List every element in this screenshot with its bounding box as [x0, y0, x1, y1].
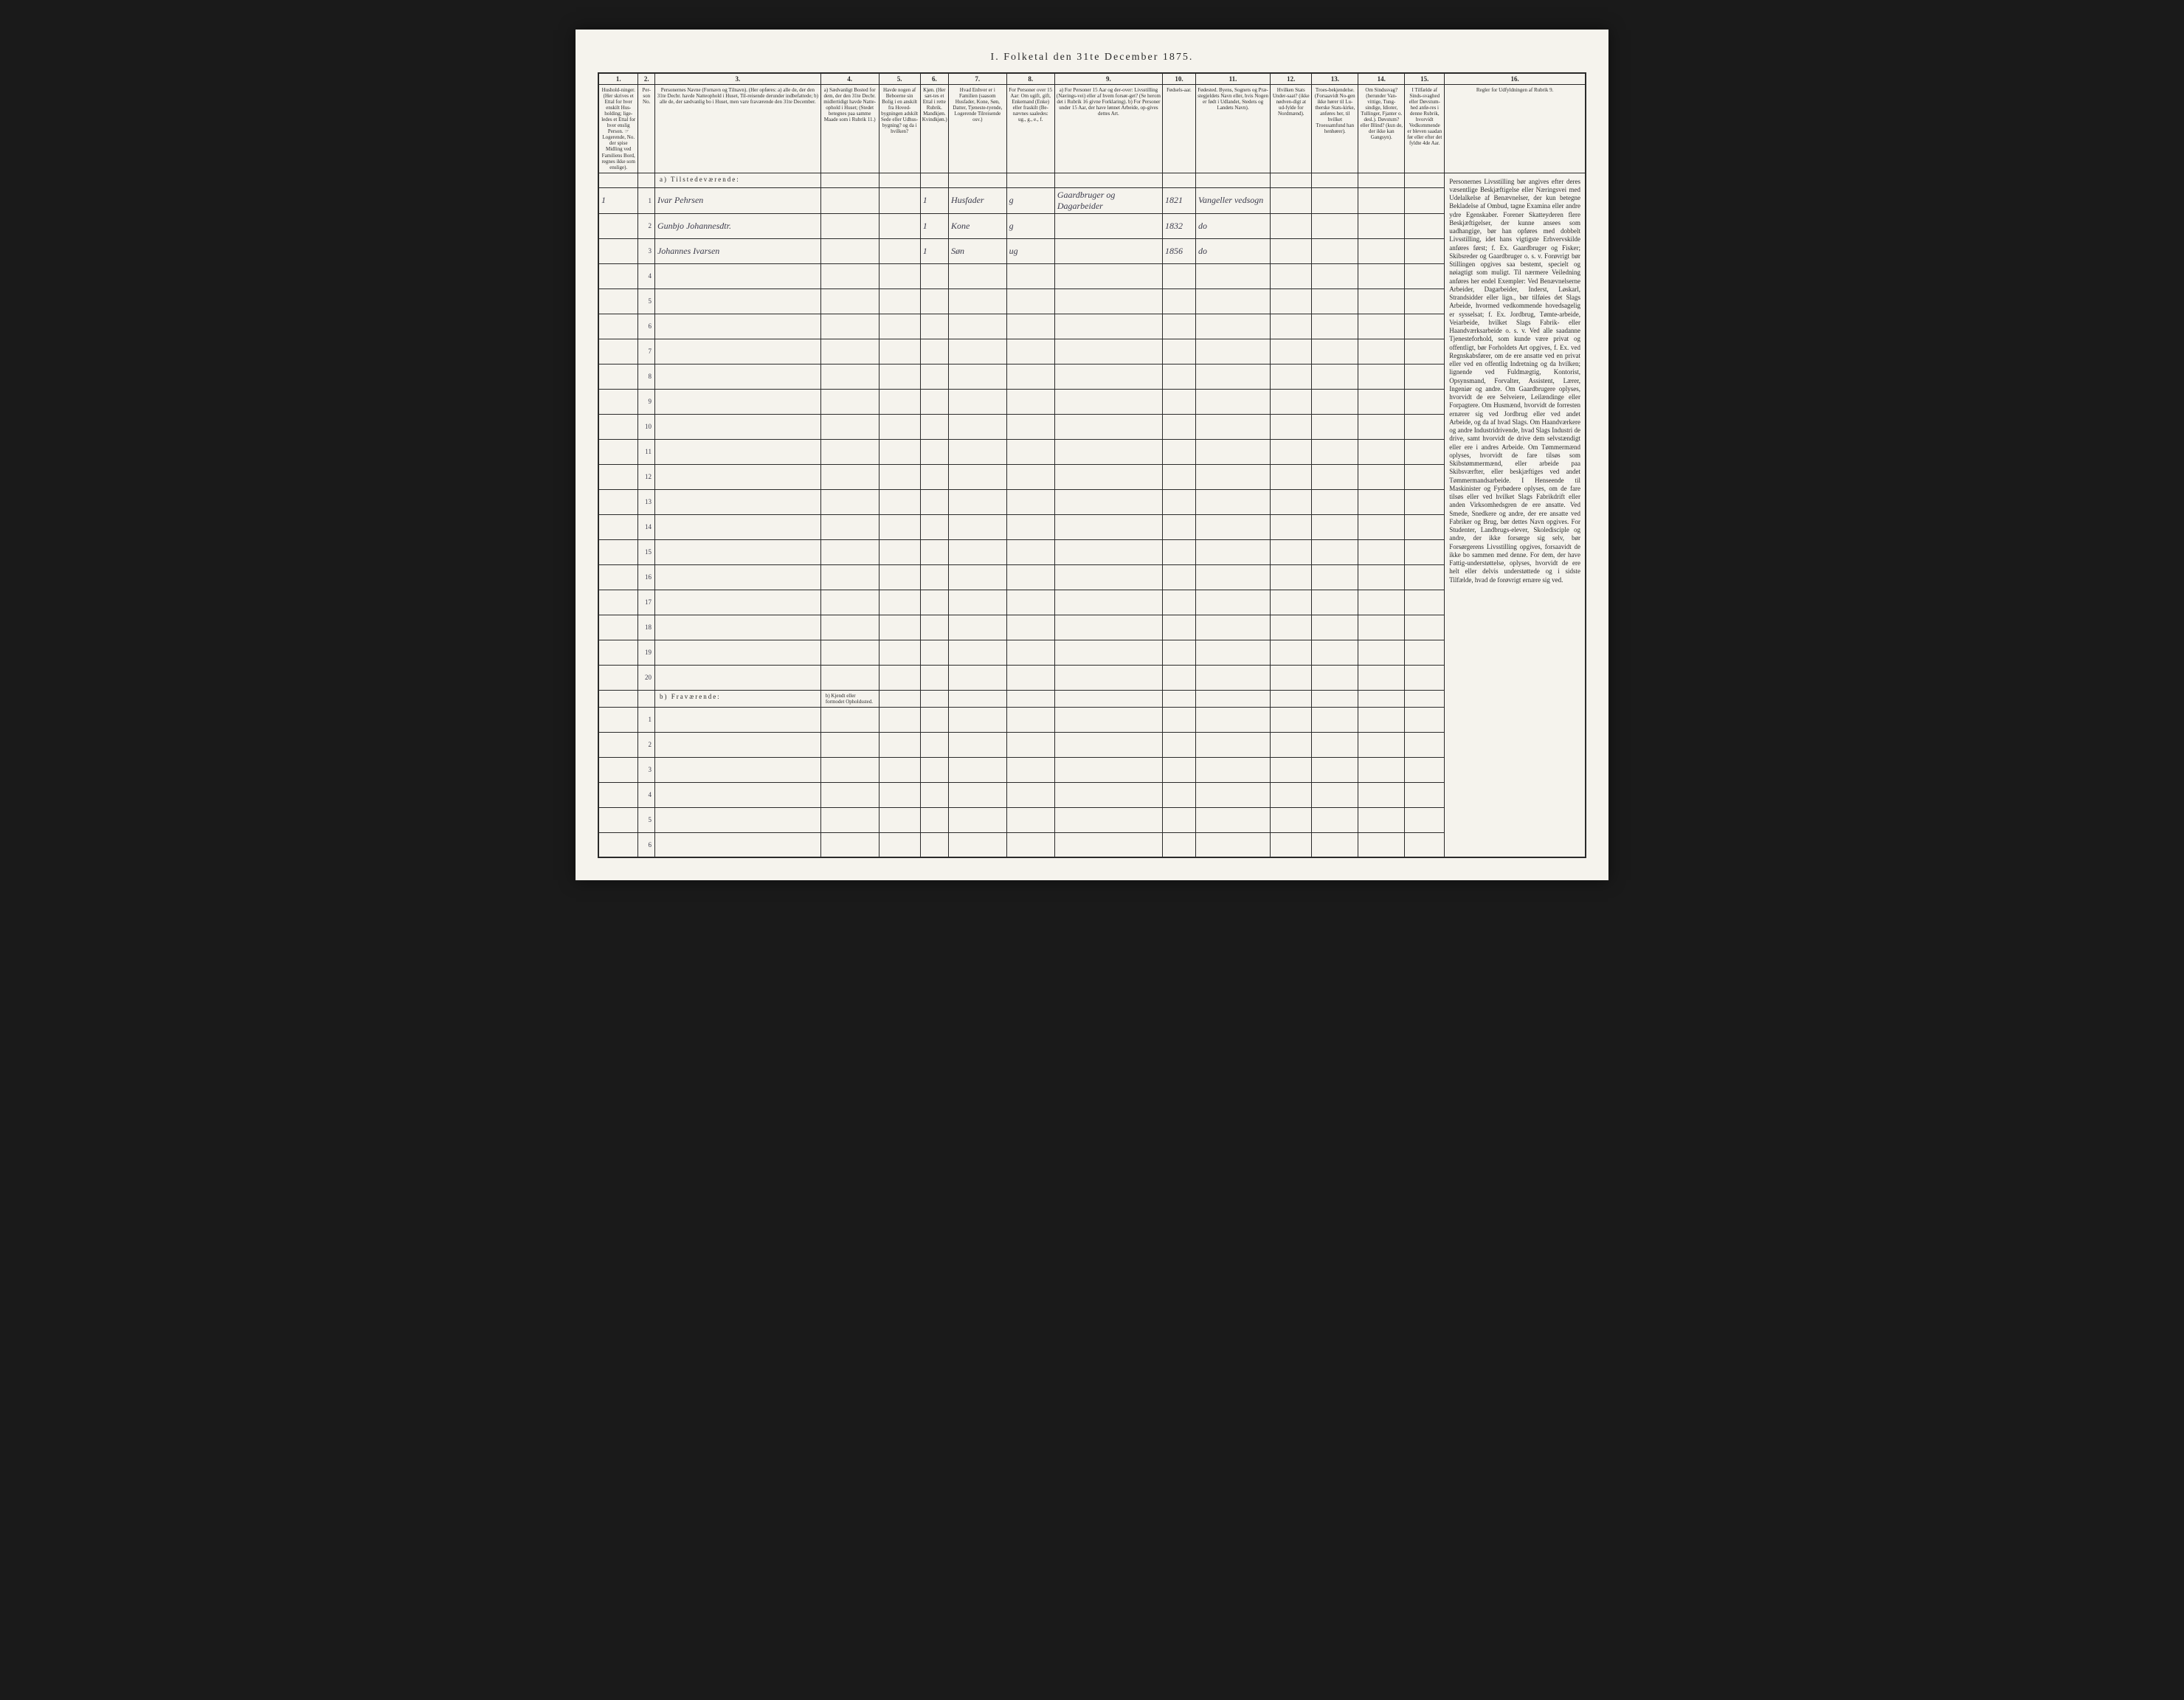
table-row: 9 [598, 389, 1586, 414]
table-row: 1 [598, 707, 1586, 732]
column-number: 13. [1312, 73, 1358, 85]
table-row: 6 [598, 832, 1586, 857]
column-header: Personernes Navne (Fornavn og Tilnavn). … [654, 85, 820, 173]
table-row: 4 [598, 782, 1586, 807]
absent-label: b) Fraværende: [660, 693, 721, 700]
census-table: 1.2.3.4.5.6.7.8.9.10.11.12.13.14.15.16. … [598, 72, 1586, 858]
column-number: 12. [1271, 73, 1312, 85]
column-number: 15. [1405, 73, 1445, 85]
table-row: 10 [598, 414, 1586, 439]
table-row: 18 [598, 615, 1586, 640]
column-header: Havde nogen af Beboerne sin Bolig i en a… [879, 85, 920, 173]
document-title: I. Folketal den 31te December 1875. [598, 52, 1586, 63]
table-row: 2Gunbjo Johannesdtr.1Koneg1832do [598, 213, 1586, 238]
column-number: 9. [1054, 73, 1162, 85]
table-row: 17 [598, 590, 1586, 615]
table-row: 4 [598, 263, 1586, 288]
column-header-row: Hushold-ninger. (Her skrives et Ettal fo… [598, 85, 1586, 173]
column-header: Regler for Udfyldningen af Rubrik 9. [1445, 85, 1586, 173]
absent-note: b) Kjendt eller formodet Opholdssted. [820, 690, 879, 707]
column-number: 6. [920, 73, 948, 85]
table-row: 11 [598, 439, 1586, 464]
column-number: 1. [598, 73, 638, 85]
table-row: 2 [598, 732, 1586, 757]
column-header: Om Sindssvag? (herunder Van-vittige, Tun… [1358, 85, 1405, 173]
column-number: 2. [638, 73, 654, 85]
column-header: a) For Personer 15 Aar og der-over: Livs… [1054, 85, 1162, 173]
column-header: Kjøn. (Her sæt-tes et Ettal i rette Rubr… [920, 85, 948, 173]
table-row: 7 [598, 339, 1586, 364]
column-number: 4. [820, 73, 879, 85]
table-row: 6 [598, 314, 1586, 339]
present-label: a) Tilstedeværende: [660, 176, 740, 183]
column-header: Hvilken Stats Under-saat? (ikke nødven-d… [1271, 85, 1312, 173]
column-header: For Personer over 15 Aar: Om ugift, gift… [1006, 85, 1054, 173]
column-number: 3. [654, 73, 820, 85]
table-row: 20 [598, 665, 1586, 690]
table-row: 8 [598, 364, 1586, 389]
column-header: I Tilfælde af Sinds-svaghed eller Døvstu… [1405, 85, 1445, 173]
column-number: 11. [1195, 73, 1270, 85]
column-number: 14. [1358, 73, 1405, 85]
column-header: Per-son No. [638, 85, 654, 173]
column-header: Fødested. Byens, Sognets og Præ-stegjeld… [1195, 85, 1270, 173]
table-row: 11Ivar Pehrsen1HusfadergGaardbruger og D… [598, 187, 1586, 213]
section-present-header: a) Tilstedeværende:Personernes Livsstill… [598, 173, 1586, 187]
column-header: Hvad Enhver er i Familien (saasom Husfad… [948, 85, 1006, 173]
table-row: 19 [598, 640, 1586, 665]
column-number: 16. [1445, 73, 1586, 85]
column-number: 7. [948, 73, 1006, 85]
column-header: Troes-bekjendelse. (Forsaavidt No-gen ik… [1312, 85, 1358, 173]
table-body: a) Tilstedeværende: Personernes Livsstill… [598, 173, 1586, 857]
table-row: 13 [598, 489, 1586, 514]
column-header: Hushold-ninger. (Her skrives et Ettal fo… [598, 85, 638, 173]
table-row: 5 [598, 807, 1586, 832]
table-row: 16 [598, 564, 1586, 590]
column-number: 10. [1163, 73, 1196, 85]
column-number-row: 1.2.3.4.5.6.7.8.9.10.11.12.13.14.15.16. [598, 73, 1586, 85]
column-number: 8. [1006, 73, 1054, 85]
column-number: 5. [879, 73, 920, 85]
table-row: 3 [598, 757, 1586, 782]
column-header: a) Sædvanligt Bosted for dem, der den 31… [820, 85, 879, 173]
table-row: 15 [598, 539, 1586, 564]
sidebar-body: Personernes Livsstilling bør angives eft… [1449, 178, 1580, 584]
rules-sidebar: Personernes Livsstilling bør angives eft… [1445, 173, 1586, 857]
table-row: 3Johannes Ivarsen1Sønug1856do [598, 238, 1586, 263]
column-header: Fødsels-aar. [1163, 85, 1196, 173]
table-row: 12 [598, 464, 1586, 489]
table-row: 14 [598, 514, 1586, 539]
census-document: I. Folketal den 31te December 1875. 1.2.… [576, 30, 1608, 880]
section-absent-header: b) Fraværende: b) Kjendt eller formodet O… [598, 690, 1586, 707]
table-row: 5 [598, 288, 1586, 314]
